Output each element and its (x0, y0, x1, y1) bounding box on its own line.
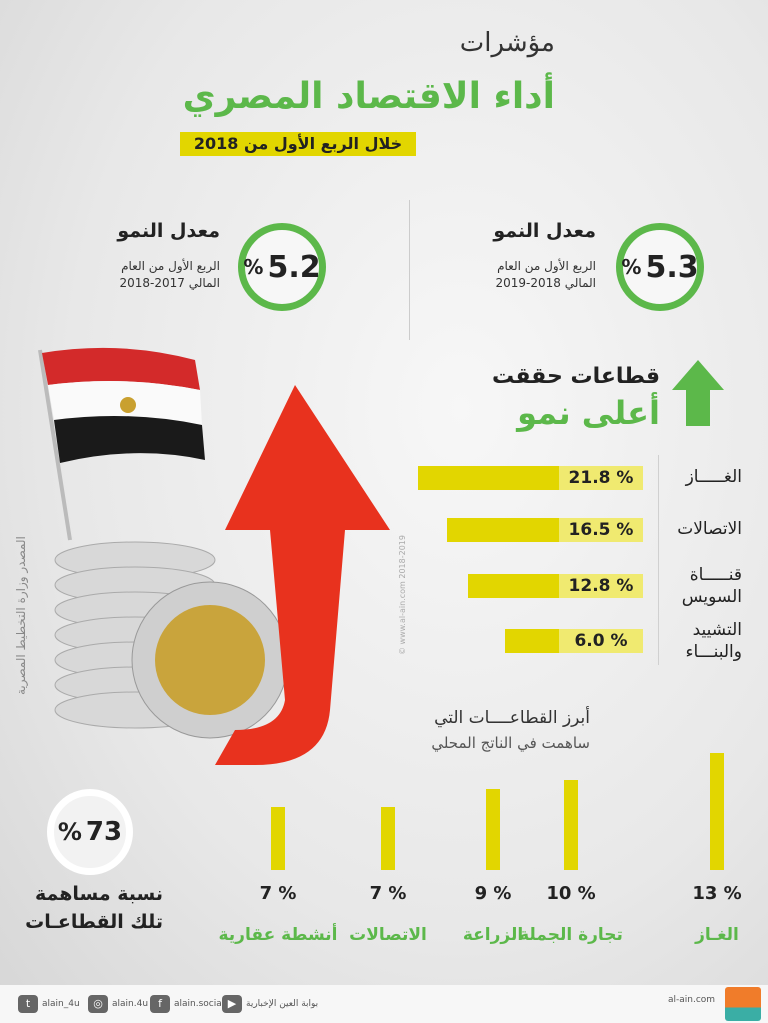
share-line1: نسبة مساهمة (34, 883, 163, 905)
hbar-category: التشييد والبنـــاء (685, 620, 743, 662)
growth-title-previous: معدل النمو (117, 220, 220, 242)
sectors-heading-line2: أعلى نمو (517, 394, 660, 432)
hbar-1: % 16.5 (447, 518, 643, 542)
vbar-category: الغـاز (695, 925, 739, 945)
growth-value: 5.3 (645, 249, 699, 285)
share-value: 73 (85, 817, 123, 847)
divider (409, 200, 410, 340)
facebook-icon: f (150, 995, 170, 1013)
twitter-handle: alain_4u (42, 999, 80, 1009)
footer: t alain_4u ◎ alain.4u f alain.social ▶ بوابة… (0, 985, 768, 1023)
vbar-4 (271, 807, 285, 870)
hbar-label: % 21.8 (559, 466, 643, 490)
vbar-2 (486, 789, 500, 870)
egypt-flag (38, 347, 205, 541)
red-up-arrow-graphic (215, 385, 390, 765)
instagram-icon: ◎ (88, 995, 108, 1013)
vbar-category: الاتصالات (349, 925, 427, 945)
vbar-value: % 7 (259, 883, 297, 904)
growth-sub1: الربع الأول من العام (121, 259, 220, 273)
instagram-link[interactable]: ◎ alain.4u (88, 995, 148, 1013)
vbar-value: % 9 (474, 883, 512, 904)
unit: % (243, 255, 264, 279)
green-up-arrow-icon (672, 360, 724, 426)
hbar-category: الاتصالات (677, 519, 742, 539)
share-ring: % 73 (47, 789, 133, 875)
hbar-label: % 12.8 (558, 574, 643, 598)
growth-sub-previous: الربع الأول من العام المالي 2017-2018 (120, 258, 221, 292)
hbar-label: % 6.0 (559, 629, 643, 653)
hbar-3: % 6.0 (505, 629, 643, 653)
instagram-handle: alain.4u (112, 999, 149, 1009)
youtube-link[interactable]: ▶ بوابة العين الإخبارية (222, 995, 318, 1013)
vbar-value: % 10 (546, 883, 596, 904)
divider (658, 455, 659, 665)
share-caption: نسبة مساهمة تلك القطاعـات (25, 880, 163, 936)
growth-sub1: الربع الأول من العام (497, 259, 596, 273)
facebook-link[interactable]: f alain.social (150, 995, 224, 1013)
watermark: © www.al-ain.com 2018-2019 (398, 535, 407, 655)
vbar-value: % 7 (369, 883, 407, 904)
hbar-label: % 16.5 (558, 518, 643, 542)
unit: % (57, 818, 82, 846)
title-line1: مؤشرات (459, 28, 555, 58)
twitter-link[interactable]: t alain_4u (18, 995, 80, 1013)
growth-ring-previous: % 5.2 (238, 223, 326, 311)
vbar-category: أنشطة عقارية (218, 925, 338, 945)
vbar-value: % 13 (692, 883, 742, 904)
coin-stack (54, 541, 289, 739)
vbar-category: الزراعة (462, 925, 524, 945)
vbar-category: تجارة الجملة (519, 925, 623, 945)
vbar-3 (381, 807, 395, 870)
growth-value: 5.2 (267, 249, 321, 285)
vbar-1 (564, 780, 578, 870)
contrib-heading-line1: أبرز القطاعــــات التي (434, 708, 590, 728)
youtube-icon: ▶ (222, 995, 242, 1013)
site-url: al-ain.com (668, 995, 716, 1005)
growth-sub-current: الربع الأول من العام المالي 2018-2019 (496, 258, 597, 292)
portal-name: بوابة العين الإخبارية (246, 999, 319, 1009)
growth-title-current: معدل النمو (493, 220, 596, 242)
facebook-handle: alain.social (174, 999, 225, 1009)
hbar-0: % 21.8 (418, 466, 643, 490)
site-link[interactable]: al-ain.com (668, 995, 715, 1005)
hbar-2: % 12.8 (467, 574, 643, 598)
twitter-icon: t (18, 995, 38, 1013)
al-ain-logo (725, 987, 761, 1021)
period-banner: خلال الربع الأول من 2018 (180, 132, 416, 156)
growth-sub2: المالي 2018-2019 (495, 276, 597, 290)
growth-ring-current: % 5.3 (616, 223, 704, 311)
hbar-category: قنـــــاة السويس (681, 565, 742, 607)
hbar-category: الغـــــاز (685, 467, 742, 487)
contrib-heading-line2: ساهمت في الناتج المحلي (431, 734, 590, 752)
sectors-heading-line1: قطاعات حققت (492, 364, 660, 389)
growth-sub2: المالي 2017-2018 (119, 276, 221, 290)
share-line2: تلك القطاعـات (25, 911, 163, 933)
source-note: المصدر وزارة التخطيط المصرية (14, 536, 28, 695)
page-title: أداء الاقتصاد المصري (182, 76, 555, 117)
unit: % (621, 255, 642, 279)
vbar-0 (710, 753, 724, 870)
